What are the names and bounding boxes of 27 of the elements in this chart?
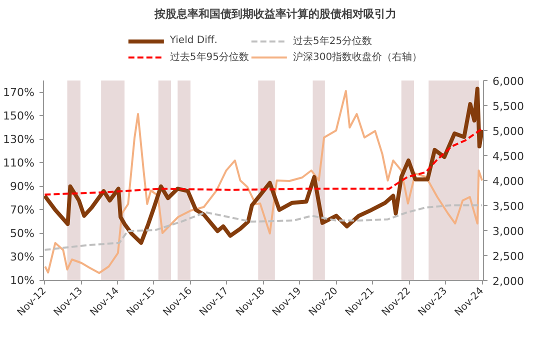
y2-tick-label: 2,000: [492, 275, 524, 288]
y-tick-label: 50%: [10, 226, 35, 240]
y2-tick-label: 4,000: [492, 175, 524, 188]
y-tick-label: 30%: [10, 250, 35, 264]
y2-tick-label: 4,500: [492, 150, 524, 163]
y-tick-label: 110%: [3, 156, 35, 170]
y2-tick-label: 5,500: [492, 100, 524, 113]
line-series: [44, 90, 484, 274]
y-tick-label: 150%: [3, 109, 35, 122]
y2-tick-label: 5,000: [492, 125, 524, 138]
line-series: [44, 204, 484, 251]
y-tick-label: 70%: [10, 203, 35, 216]
y-tick-label: 90%: [10, 180, 35, 193]
y2-tick-label: 3,000: [492, 225, 524, 238]
y-tick-label: 170%: [3, 86, 35, 99]
y-tick-label: 130%: [3, 132, 35, 146]
y-tick-label: 10%: [10, 274, 35, 287]
legend-label: 过去5年25分位数: [293, 34, 372, 48]
line-series: [44, 128, 484, 196]
legend-label: Yield Diff.: [170, 34, 218, 46]
line-series: [44, 86, 484, 245]
y2-tick-label: 6,000: [492, 75, 524, 88]
y2-tick-label: 3,500: [492, 200, 524, 213]
chart-title: 按股息率和国债到期收益率计算的股债相对吸引力: [154, 8, 396, 20]
legend-label: 过去5年95分位数: [170, 50, 249, 64]
legend-label: 沪深300指数收盘价（右轴）: [293, 50, 422, 64]
y2-tick-label: 2,500: [492, 250, 524, 263]
